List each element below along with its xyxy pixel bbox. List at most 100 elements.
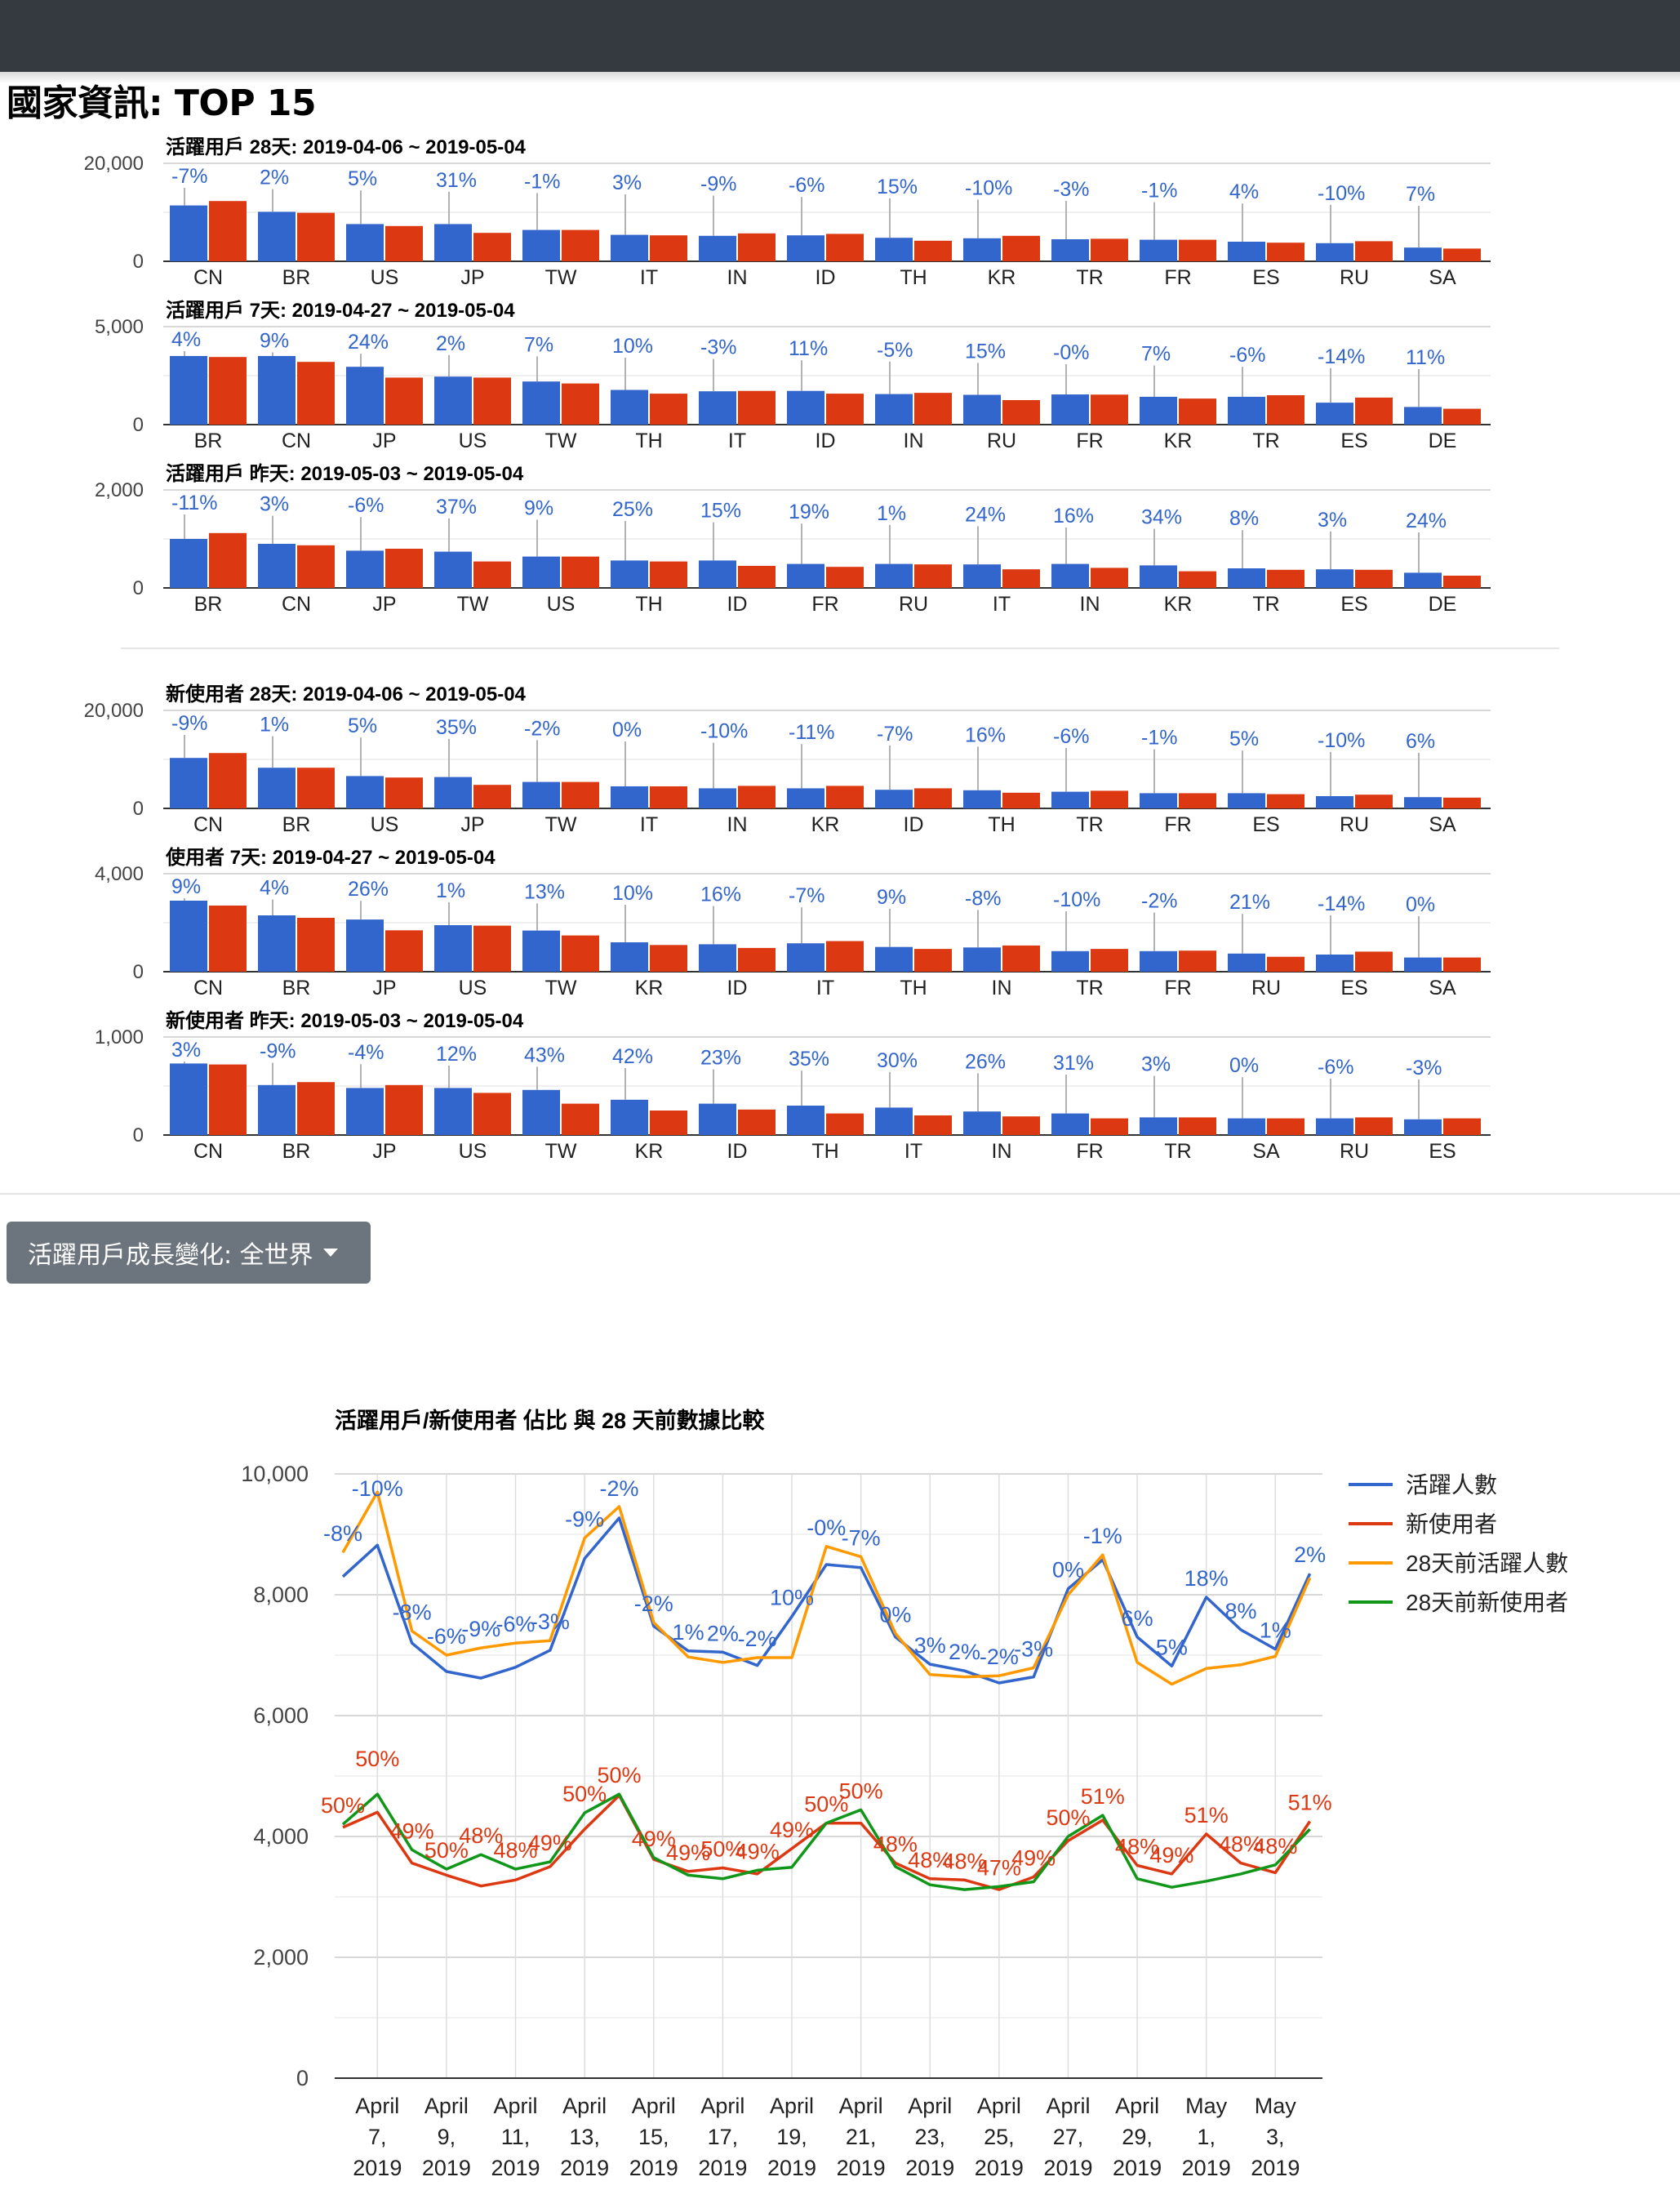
x-tick-label: May — [1255, 2094, 1297, 2118]
point-label: -10% — [352, 1476, 403, 1501]
series-line — [341, 1792, 1311, 1891]
category-label: CN — [193, 977, 223, 999]
chart-group-divider — [121, 648, 1559, 649]
bar-previous — [1091, 949, 1128, 972]
data-label: 7% — [524, 333, 553, 356]
bar-current — [1228, 396, 1265, 425]
data-label: 15% — [965, 340, 1006, 363]
bar-previous — [562, 935, 599, 972]
data-label: -14% — [1318, 893, 1365, 915]
bar-previous — [650, 394, 687, 425]
bar-current — [170, 901, 207, 972]
bar-current — [787, 563, 824, 588]
y-tick-label: 0 — [133, 798, 144, 820]
bar-current — [1051, 239, 1089, 261]
data-label: 3% — [1141, 1053, 1171, 1076]
bar-current — [522, 381, 560, 425]
bar-current — [875, 790, 913, 808]
x-tick-label: 2019 — [1113, 2156, 1162, 2180]
category-label: FR — [811, 593, 838, 616]
data-label: 16% — [1053, 505, 1094, 527]
bar-current — [611, 560, 648, 588]
category-label: TH — [635, 430, 662, 452]
data-label: -10% — [1053, 888, 1100, 911]
data-label: 24% — [348, 331, 389, 354]
point-label: 1% — [673, 1620, 704, 1645]
bar-previous — [650, 1111, 687, 1135]
y-tick-label: 4,000 — [253, 1824, 309, 1849]
bar-current — [170, 758, 207, 808]
category-label: TR — [1164, 1140, 1191, 1163]
category-label: TW — [545, 1140, 577, 1163]
category-label: RU — [1340, 1140, 1369, 1163]
data-label: 31% — [1053, 1052, 1094, 1075]
category-label: JP — [460, 266, 484, 289]
point-label: 48% — [1219, 1832, 1263, 1857]
x-tick-label: May — [1185, 2094, 1228, 2118]
x-tick-label: April — [1115, 2094, 1159, 2118]
bar-current — [434, 551, 472, 588]
bar-previous — [650, 786, 687, 808]
bar-previous — [914, 1115, 952, 1135]
point-label: 48% — [873, 1832, 918, 1857]
bar-current — [258, 544, 296, 588]
data-label: 10% — [612, 335, 653, 358]
bar-chart: 新使用者 昨天: 2019-05-03 ~ 2019-05-04 1,000 0 CN… — [95, 1009, 1491, 1163]
bar-previous — [385, 1084, 423, 1135]
point-label: 50% — [562, 1782, 607, 1806]
bar-current — [699, 391, 736, 425]
data-label: -9% — [700, 173, 736, 196]
x-tick-label: 21, — [846, 2125, 877, 2149]
bar-previous — [914, 393, 952, 425]
bar-previous — [1443, 797, 1481, 808]
category-label: JP — [372, 430, 396, 452]
category-label: KR — [811, 813, 840, 836]
x-tick-label: 19, — [776, 2125, 807, 2149]
bar-current — [170, 1063, 207, 1135]
x-tick-label: 2019 — [353, 2156, 402, 2180]
category-label: FR — [1164, 813, 1191, 836]
point-label: 50% — [597, 1763, 641, 1787]
data-label: -7% — [877, 723, 913, 746]
x-tick-label: April — [770, 2094, 814, 2118]
bar-previous — [1179, 571, 1216, 588]
category-label: US — [371, 266, 399, 289]
bar-previous — [1002, 235, 1040, 261]
legend-label: 28天前活躍人數 — [1406, 1551, 1568, 1576]
bar-previous — [826, 941, 864, 972]
section-divider — [0, 1193, 1680, 1195]
bar-current — [522, 556, 560, 588]
bar-previous — [1267, 243, 1304, 261]
growth-scope-dropdown[interactable]: 活躍用戶成長變化: 全世界 — [7, 1222, 371, 1284]
bar-current — [1228, 1118, 1265, 1135]
data-label: 7% — [1406, 183, 1435, 206]
bar-current — [1140, 1117, 1177, 1135]
bar-previous — [1355, 241, 1393, 261]
category-label: SA — [1429, 266, 1456, 289]
data-label: 1% — [436, 879, 465, 902]
bar-current — [875, 394, 913, 425]
x-tick-label: 13, — [569, 2125, 600, 2149]
category-label: KR — [988, 266, 1016, 289]
category-label: ES — [1340, 430, 1367, 452]
data-label: 7% — [1141, 343, 1171, 366]
x-tick-label: 2019 — [560, 2156, 609, 2180]
data-label: 2% — [436, 332, 465, 355]
caret-down-icon — [322, 1249, 338, 1257]
chart-title: 活躍用戶 昨天: 2019-05-03 ~ 2019-05-04 — [166, 462, 524, 485]
y-tick-label: 2,000 — [95, 479, 144, 501]
point-label: -3% — [531, 1609, 570, 1634]
bar-current — [522, 781, 560, 808]
x-tick-label: April — [494, 2094, 538, 2118]
bar-previous — [1355, 397, 1393, 425]
bar-previous — [473, 925, 511, 972]
bar-previous — [826, 234, 864, 261]
point-label: 48% — [1115, 1835, 1159, 1859]
data-label: 5% — [348, 167, 377, 190]
bar-previous — [1443, 248, 1481, 261]
category-label: TR — [1076, 266, 1103, 289]
bar-chart: 活躍用戶 昨天: 2019-05-03 ~ 2019-05-04 2,000 0 BR… — [95, 462, 1491, 616]
bar-current — [1316, 1118, 1353, 1135]
data-label: -3% — [1053, 178, 1089, 201]
x-tick-label: 27, — [1053, 2125, 1084, 2149]
